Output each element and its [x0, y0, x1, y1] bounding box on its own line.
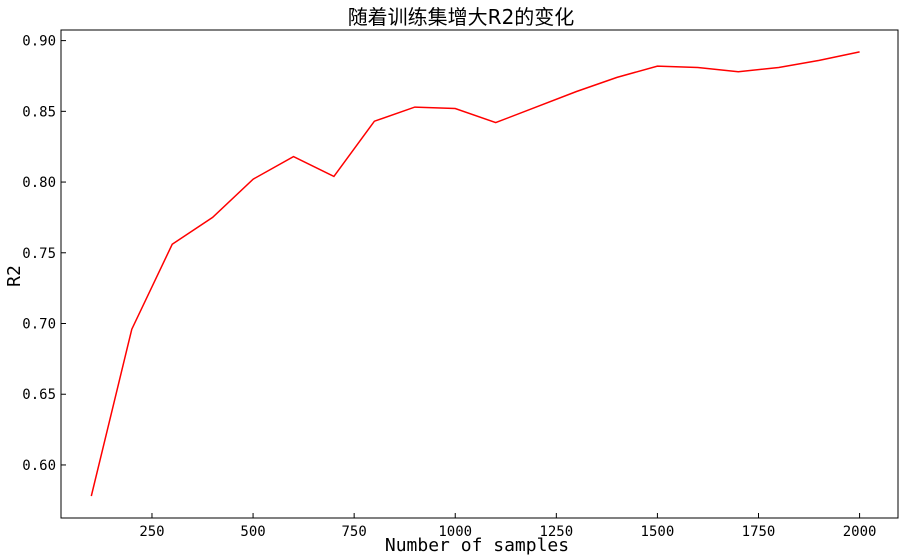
x-tick-label: 2000: [843, 524, 877, 540]
y-tick-label: 0.60: [22, 458, 56, 474]
x-axis-label: Number of samples: [385, 535, 569, 556]
y-tick-label: 0.75: [22, 246, 56, 262]
y-tick-label: 0.80: [22, 175, 56, 191]
x-axis-ticks: 250 500 750 1000 1250 1500 1750 2000: [139, 513, 876, 540]
y-axis-label: R2: [4, 265, 25, 287]
x-tick-label: 750: [342, 524, 367, 540]
y-tick-label: 0.65: [22, 387, 56, 403]
x-tick-label: 250: [139, 524, 164, 540]
x-tick-label: 500: [240, 524, 265, 540]
x-tick-label: 1250: [539, 524, 573, 540]
x-tick-label: 1000: [438, 524, 472, 540]
series-layer: [90, 51, 860, 497]
y-tick-label: 0.70: [22, 317, 56, 333]
x-tick-label: 1500: [641, 524, 675, 540]
x-tick-label: 1750: [742, 524, 776, 540]
y-axis-ticks: 0.60 0.65 0.70 0.75 0.80 0.85 0.90: [22, 34, 66, 474]
series-line: [90, 51, 860, 497]
y-tick-label: 0.85: [22, 104, 56, 120]
chart-title: 随着训练集增大R2的变化: [348, 5, 575, 29]
plot-frame: [60, 29, 899, 519]
y-tick-label: 0.90: [22, 34, 56, 50]
